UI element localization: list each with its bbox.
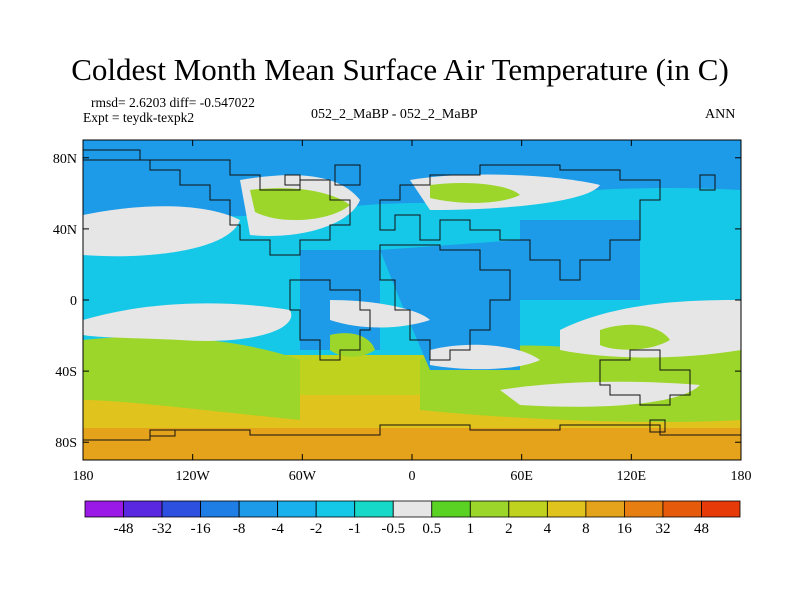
colorbar-label: -8	[233, 521, 246, 537]
coastline-eurasia	[379, 164, 661, 281]
period-label: ANN	[705, 107, 736, 122]
field-white-southern-ocean	[500, 381, 700, 407]
colorbar-label: 2	[505, 521, 513, 537]
lat-tick-label: 40N	[53, 223, 77, 238]
lon-tick-label: 60W	[289, 469, 317, 484]
colorbar-label: 16	[617, 521, 633, 537]
colorbar-swatch	[546, 500, 587, 518]
field-green-australia	[600, 324, 670, 350]
coastlines	[83, 149, 741, 441]
colorbar-swatch	[354, 500, 394, 518]
lat-tick-label: 80N	[53, 152, 77, 167]
coastline-island-south-east	[649, 419, 666, 433]
coastline-north-america	[83, 149, 351, 256]
field-white-atlantic	[330, 300, 430, 328]
colorbar-swatch	[624, 500, 664, 518]
colorbar-label: 32	[655, 521, 670, 537]
stats-line-expt: Expt = teydk-texpk2	[83, 110, 195, 125]
field-africa-blue	[380, 240, 520, 370]
coastline-island-south-pacific	[149, 429, 176, 437]
field-green-europe	[430, 183, 520, 203]
colorbar-swatch	[200, 500, 240, 518]
experiment-label: 052_2_MaBP - 052_2_MaBP	[311, 107, 478, 122]
colorbar-swatch	[662, 500, 702, 518]
stats-line-rmsd: rmsd= 2.6203 diff= -0.547022	[91, 95, 255, 110]
lat-tick-label: 0	[70, 294, 77, 309]
colorbar-swatch	[277, 500, 317, 518]
colorbar-label: 1	[467, 521, 475, 537]
colorbar-swatch	[431, 500, 471, 518]
colorbar-swatch	[392, 500, 433, 518]
colorbar-swatch	[469, 500, 510, 518]
colorbar-label: -1	[348, 521, 361, 537]
field-green-south-america	[330, 333, 375, 357]
colorbar-label: -16	[191, 521, 211, 537]
lat-tick-label: 80S	[55, 436, 77, 451]
temperature-field	[83, 140, 741, 460]
lon-tick-label: 0	[409, 469, 416, 484]
colorbar-swatch	[161, 500, 201, 518]
coastline-island-hudson	[284, 174, 301, 186]
coastline-island-east	[699, 174, 716, 191]
field-white-south-atlantic	[430, 344, 540, 370]
colorbar-swatch	[84, 500, 124, 518]
colorbar-swatch	[585, 500, 625, 518]
field-white-north-pacific	[83, 206, 240, 257]
longitude-axis: 180 120W 60W 0 60E 120E 180	[73, 140, 752, 484]
colorbar-swatch	[238, 500, 279, 518]
lat-tick-label: 40S	[55, 365, 77, 380]
colorbar-label: -0.5	[381, 521, 405, 537]
colorbar-label: 4	[544, 521, 552, 537]
colorbar-label: -2	[310, 521, 323, 537]
coastline-south-america	[289, 279, 371, 361]
colorbar-label: 48	[694, 521, 709, 537]
lon-tick-label: 120W	[176, 469, 211, 484]
colorbar-label: 8	[582, 521, 590, 537]
map-title: Coldest Month Mean Surface Air Temperatu…	[71, 52, 729, 87]
field-white-equatorial-pacific	[83, 303, 292, 341]
colorbar-swatch	[315, 500, 356, 518]
colorbar-swatch	[123, 500, 163, 518]
lon-tick-label: 180	[73, 469, 94, 484]
field-patch-green-south-pacific	[83, 336, 300, 420]
colorbar: -48 -32 -16 -8 -4 -2 -1 -0.5 0.5 1 2 4 8 16 32 48	[84, 500, 741, 537]
coastline-australia	[599, 349, 691, 406]
field-green-north-america	[250, 188, 350, 221]
colorbar-label: -48	[114, 521, 134, 537]
colorbar-label: -32	[152, 521, 172, 537]
lon-tick-label: 60E	[510, 469, 533, 484]
colorbar-label: -4	[271, 521, 284, 537]
colorbar-swatch	[508, 500, 548, 518]
colorbar-swatch	[701, 500, 741, 518]
coastline-island-greenland	[334, 164, 361, 186]
lon-tick-label: 120E	[617, 469, 647, 484]
colorbar-label: 0.5	[422, 521, 441, 537]
coastline-africa	[379, 244, 511, 361]
lon-tick-label: 180	[731, 469, 752, 484]
latitude-axis: 80N 40N 0 40S 80S	[53, 152, 741, 451]
